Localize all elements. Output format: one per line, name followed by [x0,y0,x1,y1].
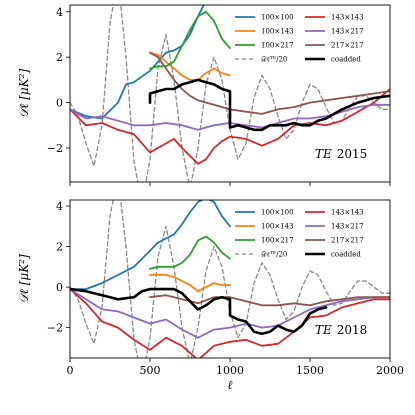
series-line-143×143 [70,288,390,358]
panel-1: −2 0 2 4 𝒟ℓ [μK²] TE 2015 100×100 100×143 100×217… [17,4,391,186]
legend-label: coadded [331,251,361,259]
x-tick-label: 2000 [376,364,404,377]
annotation-year: 2018 [337,323,368,337]
y-tick-label: 2 [56,241,63,254]
legend-label: 100×143 [261,28,294,36]
annotation-year: 2015 [337,147,368,161]
panel-annotation: TE 2015 [315,147,367,161]
series-line-100×143 [149,274,231,293]
legend-label: 217×217 [331,42,364,50]
series-line-100×143 [149,51,231,81]
y-axis-title: 𝒟ℓ [μK²] [17,69,31,119]
plot-area [70,200,390,358]
legend-label: 217×217 [331,237,364,245]
legend-label: 143×143 [331,14,364,22]
plot-area [70,5,390,182]
panel-annotation: TE 2018 [315,323,367,337]
y-tick-label: 2 [56,51,63,64]
series-line-217×217 [149,51,390,115]
x-axis-title: ℓ [228,378,233,392]
series-line-143×217 [70,288,390,339]
y-tick-label: −2 [47,322,63,335]
legend-label: 143×143 [331,209,364,217]
y-tick-label: 0 [56,281,63,294]
legend-label: 100×217 [261,42,294,50]
series-line-coadded [148,78,390,132]
reference-curve-line [70,200,390,358]
legend: 100×100 100×143 100×217 𝒟ℓᵀᴱ/20 143×143 143×2… [235,209,364,259]
series-line-100×100 [70,200,231,290]
legend-label: 100×100 [261,209,294,217]
legend-label: 100×143 [261,223,294,231]
annotation-field: TE [315,147,332,161]
annotation-field: TE [315,323,332,337]
legend-label: 𝒟ℓᵀᴱ/20 [261,251,287,259]
series-line-100×217 [149,10,231,70]
y-tick-label: 4 [56,6,63,19]
legend-label: 100×100 [261,14,294,22]
legend-label: coadded [331,56,361,64]
series-line-coadded [70,287,328,335]
y-axis-title: 𝒟ℓ [μK²] [17,254,31,304]
y-tick-label: 0 [56,97,63,110]
series-line-100×100 [70,5,205,120]
y-tick-label: −2 [47,142,63,155]
series-line-100×217 [149,235,231,270]
x-tick-label: 0 [67,364,74,377]
legend-label: 143×217 [331,28,364,36]
legend-label: 100×217 [261,237,294,245]
legend-label: 𝒟ℓᵀᴱ/20 [261,56,287,64]
x-tick-label: 1500 [296,364,324,377]
panel-2: 0 500 1000 1500 2000 −2 0 2 4 𝒟ℓ [μK²] ℓ TE 2018 100×… [17,199,404,392]
x-tick-label: 500 [140,364,161,377]
x-tick-label: 1000 [216,364,244,377]
series-line-143×143 [70,88,390,165]
legend: 100×100 100×143 100×217 𝒟ℓᵀᴱ/20 143×143 143×2… [235,14,364,64]
legend-label: 143×217 [331,223,364,231]
y-tick-label: 4 [56,200,63,213]
